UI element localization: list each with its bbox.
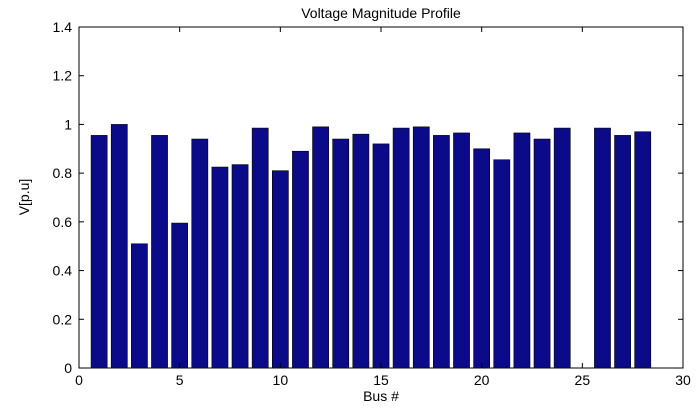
y-tick-label: 0.8 <box>53 165 73 181</box>
bar-series <box>90 124 652 369</box>
bar-bus-6 <box>191 138 209 369</box>
x-tick-label: 25 <box>575 372 591 388</box>
x-axis-ticks: 0 5 10 15 20 25 30 <box>75 27 691 388</box>
bar-bus-15 <box>372 143 390 369</box>
bar-bus-19 <box>453 132 470 369</box>
bar-bus-28 <box>634 131 652 369</box>
y-tick-label: 1.4 <box>53 19 73 35</box>
x-tick-label: 30 <box>675 372 691 388</box>
bar-bus-10 <box>271 170 289 369</box>
bar-bus-13 <box>332 138 350 369</box>
y-tick-label: 0.4 <box>53 263 73 279</box>
bar-bus-20 <box>473 148 491 369</box>
bar-bus-3 <box>131 243 148 369</box>
bar-bus-22 <box>513 132 531 369</box>
chart-title: Voltage Magnitude Profile <box>301 5 461 21</box>
x-tick-label: 10 <box>273 372 289 388</box>
bar-bus-26 <box>594 127 611 369</box>
bar-bus-21 <box>493 159 511 369</box>
x-axis-label: Bus # <box>363 388 399 404</box>
y-tick-label: 1 <box>64 116 72 132</box>
bar-bus-17 <box>412 126 430 369</box>
y-tick-label: 0.2 <box>53 311 73 327</box>
x-tick-label: 15 <box>373 372 389 388</box>
y-tick-label: 0.6 <box>53 214 73 230</box>
y-axis-ticks: 0 0.2 0.4 0.6 0.8 1 1.2 1.4 <box>53 19 683 376</box>
bar-bus-8 <box>231 164 249 369</box>
bar-bus-27 <box>614 135 631 369</box>
x-tick-label: 0 <box>75 372 83 388</box>
bar-bus-5 <box>171 222 189 369</box>
bar-bus-16 <box>392 127 410 369</box>
bar-bus-9 <box>251 127 269 369</box>
y-tick-label: 1.2 <box>53 68 73 84</box>
bar-bus-14 <box>352 133 370 369</box>
x-tick-label: 5 <box>176 372 184 388</box>
bar-bus-7 <box>211 166 229 369</box>
bar-bus-11 <box>292 150 309 369</box>
bar-bus-23 <box>533 138 551 369</box>
bar-bus-2 <box>110 124 128 369</box>
y-tick-label: 0 <box>64 360 72 376</box>
bar-bus-4 <box>151 135 168 369</box>
bar-bus-24 <box>553 127 571 369</box>
y-axis-label: V[p.u] <box>16 179 32 216</box>
bar-bus-12 <box>312 126 329 369</box>
bar-bus-1 <box>90 135 108 369</box>
bar-bus-18 <box>433 135 450 369</box>
x-tick-label: 20 <box>474 372 490 388</box>
